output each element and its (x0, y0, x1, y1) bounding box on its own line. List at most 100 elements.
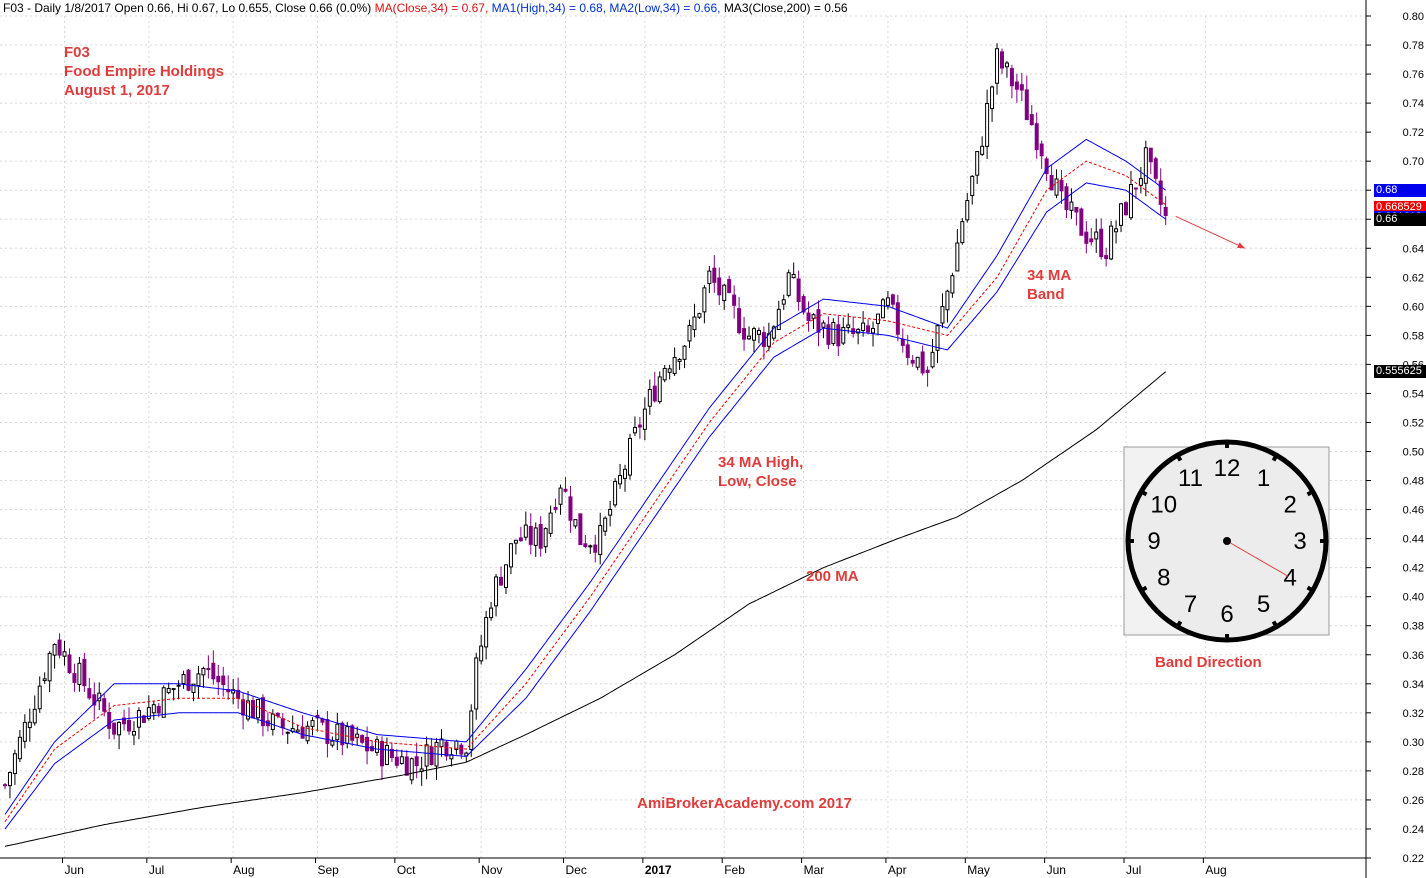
ma200-line (4, 371, 1167, 847)
annotation-band-line1: 34 MA (1027, 267, 1072, 284)
candle-body (1069, 201, 1074, 211)
candle-body (756, 329, 761, 335)
projection-arrow (1175, 215, 1246, 249)
candle-body (712, 267, 717, 283)
candle-body (156, 705, 161, 714)
candle-body (414, 756, 419, 767)
candle-body (489, 607, 494, 619)
candle-body (925, 369, 930, 373)
candle-body (211, 662, 216, 680)
x-tick-label: Jul (149, 863, 164, 877)
candle-body (394, 756, 399, 766)
annotation-200ma: 200 MA (806, 568, 859, 585)
clock-hand (1226, 540, 1289, 577)
x-tick-label: Sep (317, 863, 339, 877)
y-tick-label: 0.70 (1403, 156, 1424, 168)
candle-body (47, 652, 52, 682)
candle-body (742, 328, 747, 340)
candle-body (186, 669, 191, 691)
candle-body (474, 657, 479, 710)
candle-body (687, 324, 692, 342)
candle-body (1138, 178, 1143, 186)
x-axis: Jun Jul Aug Sep Oct Nov Dec 2017 Feb Mar Apr May Jun… (0, 857, 1366, 877)
candle-body (117, 721, 122, 736)
x-tick-label: Jun (65, 863, 84, 877)
candle-body (637, 424, 642, 428)
candle-body (1034, 123, 1039, 150)
candle-body (583, 543, 588, 548)
y-tick-label: 0.52 (1403, 417, 1424, 429)
candle-body (285, 731, 290, 734)
y-tick-label: 0.30 (1403, 737, 1424, 749)
y-axis: 0.22 0.24 0.26 0.28 0.30 0.32 0.34 0.36 0.38 0.40… (1365, 0, 1424, 878)
y-tick-label: 0.28 (1403, 766, 1424, 778)
candle-body (578, 513, 583, 546)
header-ma-high: MA1(High,34) = 0.68, (491, 1, 607, 15)
candle-body (1039, 143, 1044, 157)
candle-body (166, 687, 171, 694)
candle-body (642, 408, 647, 430)
x-tick-label: Jul (1126, 863, 1141, 877)
candle-body (627, 437, 632, 476)
candle-body (761, 332, 766, 347)
candle-body (513, 539, 518, 544)
candle-body (171, 688, 176, 691)
candle-body (191, 683, 196, 694)
candle-body (975, 151, 980, 176)
price-tag: 0.668529 (1374, 200, 1426, 214)
candle-body (503, 564, 508, 588)
candle-body (558, 487, 563, 505)
candle-body (806, 312, 811, 322)
candle-body (553, 507, 558, 510)
candle-body (181, 674, 186, 685)
candle-body (176, 684, 181, 687)
candle-body (92, 694, 97, 706)
candle-body (1019, 84, 1024, 91)
candle-body (900, 338, 905, 346)
grid-lines (0, 15, 1366, 859)
candle-body (563, 488, 568, 492)
candle-body (999, 51, 1004, 69)
candle-body (429, 746, 434, 766)
x-tick-label: Oct (397, 863, 416, 877)
candle-body (260, 697, 265, 727)
candle-body (479, 645, 484, 662)
candle-body (1014, 81, 1019, 90)
candle-body (216, 675, 221, 683)
candle-body (295, 729, 300, 733)
candle-body (737, 308, 742, 334)
candle-body (231, 689, 236, 694)
candle-body (791, 273, 796, 279)
candle-body (1084, 231, 1089, 244)
candle-body (409, 758, 414, 781)
moving-average-lines (4, 138, 1167, 847)
candle-body (781, 299, 786, 305)
candle-body (1148, 147, 1153, 163)
clock-tick (1175, 454, 1183, 462)
y-tick-label: 0.78 (1403, 40, 1424, 52)
candle-body (573, 519, 578, 527)
clock-tick (1140, 489, 1148, 497)
candle-body (846, 324, 851, 328)
candle-body (146, 707, 151, 720)
candle-body (384, 744, 389, 765)
candle-body (201, 667, 206, 676)
candle-body (588, 545, 593, 548)
y-tick-label: 0.58 (1403, 330, 1424, 342)
candle-body (107, 711, 112, 729)
candle-body (444, 741, 449, 757)
candle-body (836, 324, 841, 347)
candle-body (1024, 89, 1029, 121)
candle-body (27, 721, 32, 729)
candle-body (375, 739, 380, 753)
candle-body (280, 718, 285, 729)
candle-body (112, 722, 117, 735)
y-tick-label: 0.32 (1403, 708, 1424, 720)
candlesticks (3, 43, 1168, 799)
clock-center (1223, 537, 1231, 545)
candle-body (1029, 114, 1034, 126)
candle-body (945, 290, 950, 311)
y-tick-label: 0.22 (1403, 853, 1424, 865)
candle-body (990, 86, 995, 110)
price-tag: 0.555625 (1374, 364, 1426, 378)
